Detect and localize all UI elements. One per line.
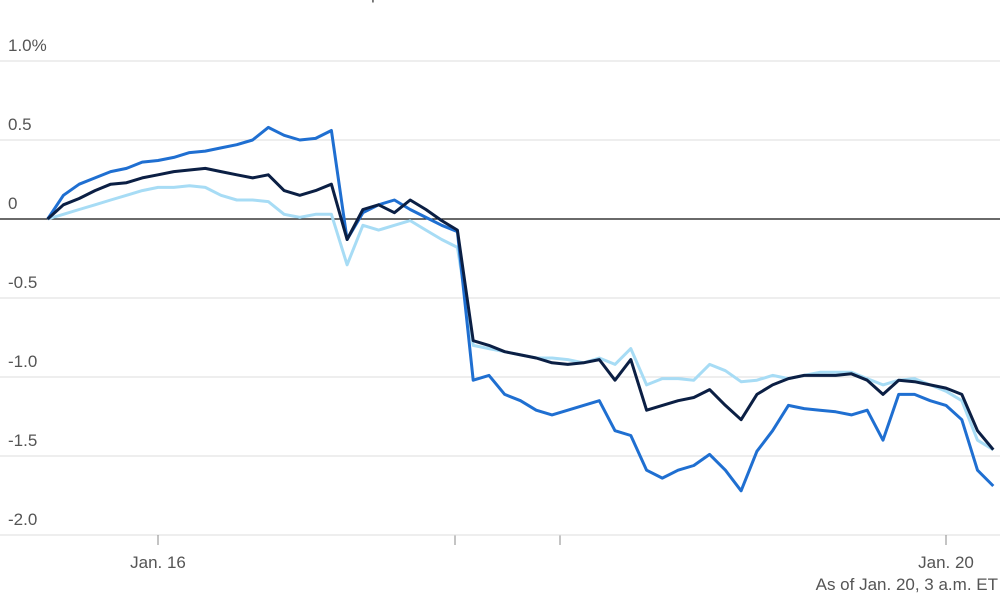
y-tick-label: -1.5 — [8, 431, 37, 450]
series-line — [46, 125, 995, 493]
footnote: As of Jan. 20, 3 a.m. ET — [816, 575, 998, 594]
x-tick-label: Jan. 20 — [918, 553, 974, 572]
x-tick-label: Jan. 16 — [130, 553, 186, 572]
legend-label: Dow futures — [184, 0, 275, 3]
series-line — [46, 166, 995, 451]
y-tick-label: 0 — [8, 194, 17, 213]
y-tick-label: 1.0% — [8, 36, 47, 55]
legend-label: Nasdaq 100 futures — [316, 0, 464, 3]
y-tick-label: 0.5 — [8, 115, 32, 134]
series-line — [47, 184, 995, 451]
y-tick-label: -1.0 — [8, 352, 37, 371]
legend-label: S&P 500 futures — [18, 0, 142, 3]
y-tick-label: -2.0 — [8, 510, 37, 529]
y-tick-label: -0.5 — [8, 273, 37, 292]
